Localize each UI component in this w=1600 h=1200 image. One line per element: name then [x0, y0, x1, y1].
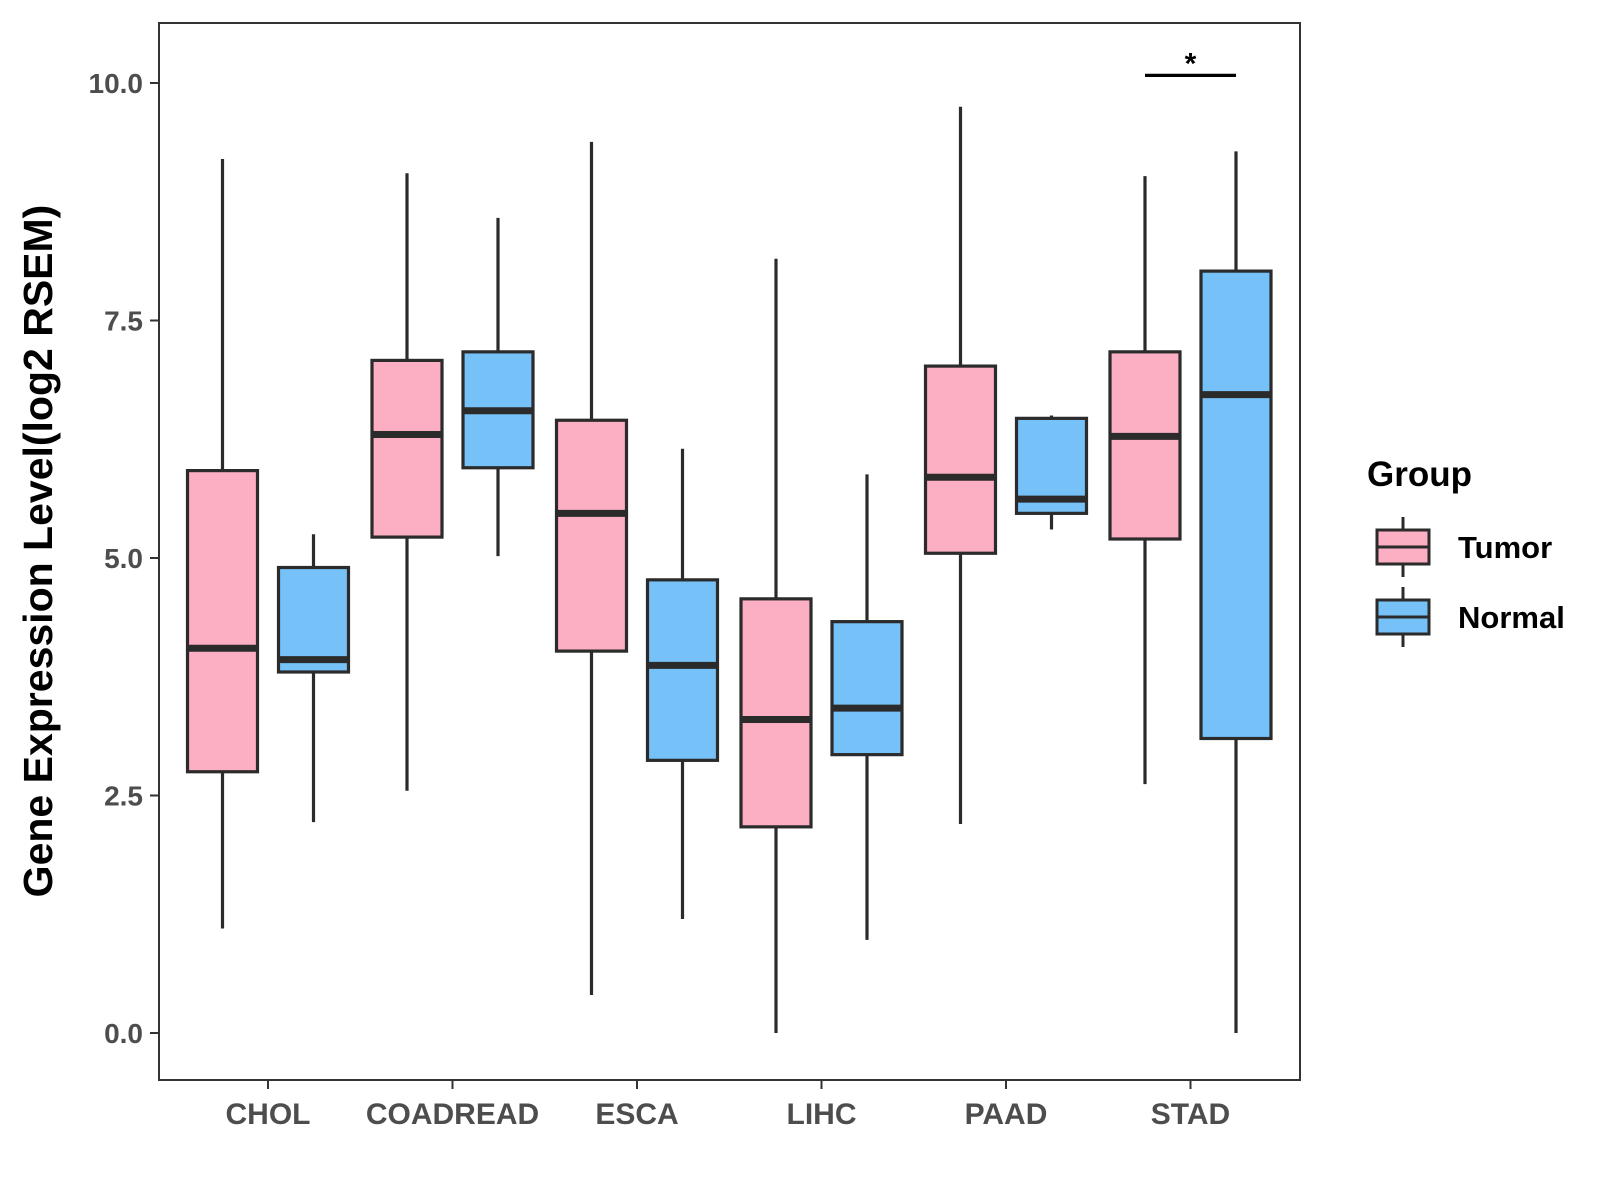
box-body: [739, 597, 813, 829]
x-tick-label: STAD: [1151, 1098, 1230, 1131]
box-body: [830, 620, 904, 757]
y-tick-label: 0.0: [104, 1018, 143, 1049]
legend-entry-tumor: Tumor: [1375, 517, 1552, 577]
box-tumor-paad: [923, 106, 998, 824]
box-normal-chol: [276, 534, 351, 823]
box-normal-stad: [1199, 151, 1273, 1033]
y-axis: 0.0 2.5 5.0 7.5 10.0: [89, 68, 159, 1049]
y-axis-title: Gene Expression Level(log2 RSEM): [15, 205, 61, 898]
box-normal-coadread: [461, 217, 535, 557]
box-tumor-lihc: [739, 258, 813, 1033]
x-tick-label: COADREAD: [366, 1098, 539, 1131]
box-tumor-coadread: [370, 173, 444, 791]
box-tumor-esca: [554, 141, 629, 995]
box-body: [923, 364, 998, 555]
x-tick-label: CHOL: [226, 1098, 311, 1131]
box-normal-esca: [645, 448, 720, 919]
box-tumor-stad: [1108, 176, 1182, 785]
significance-label: *: [1185, 47, 1197, 80]
x-tick-label: PAAD: [965, 1098, 1048, 1131]
box-tumor-chol: [185, 159, 260, 929]
legend-entry-normal: Normal: [1375, 587, 1565, 647]
plot-panel-border: [158, 22, 1301, 1081]
box-body: [1108, 350, 1182, 541]
x-axis: CHOL COADREAD ESCA LIHC PAAD STAD: [226, 1080, 1230, 1131]
legend-title: Group: [1367, 455, 1472, 494]
legend-entries: Tumor Normal: [1375, 517, 1565, 647]
plot-layer: *: [185, 47, 1273, 1033]
box-body: [185, 469, 260, 774]
box-normal-lihc: [830, 474, 904, 940]
significance-annotation: *: [1145, 47, 1236, 80]
y-tick-label: 10.0: [89, 68, 144, 99]
y-tick-label: 2.5: [104, 781, 143, 812]
box-body: [554, 418, 629, 653]
box-body: [276, 565, 351, 674]
y-tick-label: 7.5: [104, 306, 143, 337]
x-tick-label: LIHC: [787, 1098, 857, 1131]
box-body: [370, 358, 444, 539]
legend: Group Tumor Normal: [1367, 455, 1565, 647]
box-body: [645, 578, 720, 762]
x-tick-label: ESCA: [595, 1098, 678, 1131]
legend-label: Normal: [1458, 600, 1565, 635]
box-body: [1199, 269, 1273, 741]
legend-label: Tumor: [1458, 530, 1552, 565]
y-tick-label: 5.0: [104, 543, 143, 574]
box-normal-paad: [1014, 415, 1089, 530]
